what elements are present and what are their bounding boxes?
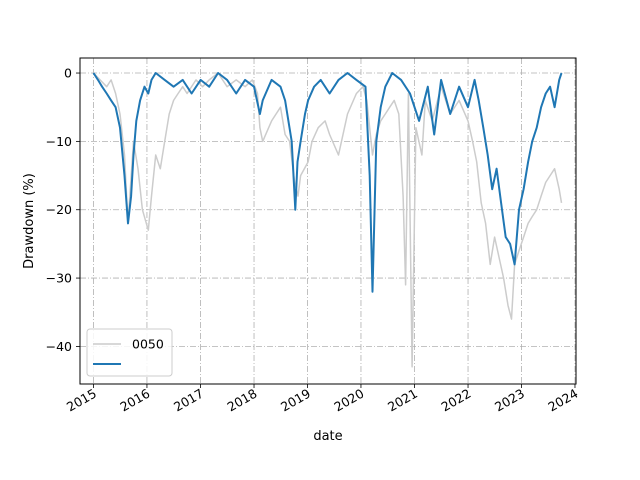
legend-label: 0050 (132, 337, 164, 352)
x-axis-label: date (313, 429, 342, 444)
y-axis-label: Drawdown (%) (22, 173, 37, 269)
series-line-0050 (92, 72, 563, 368)
x-tick-label: 2015 (64, 386, 99, 415)
x-tick-label: 2022 (438, 386, 473, 415)
x-tick-label: 2016 (117, 386, 152, 415)
x-tick-label: 2023 (492, 386, 527, 415)
x-tick-label: 2024 (545, 386, 580, 415)
x-tick-label: 2018 (224, 386, 259, 415)
series-lines (92, 72, 563, 368)
y-tick-label: −40 (46, 339, 72, 354)
series-line-strategy (92, 72, 563, 293)
x-tick-label: 2017 (171, 386, 206, 415)
y-tick-label: −20 (46, 202, 72, 217)
x-tick-label: 2021 (385, 386, 420, 415)
y-tick-label: 0 (64, 66, 72, 81)
y-tick-label: −30 (46, 271, 72, 286)
legend: 0050 (86, 328, 173, 377)
x-tick-label: 2019 (278, 386, 313, 415)
y-tick-label: −10 (46, 134, 72, 149)
x-tick-label: 2020 (331, 386, 366, 415)
plot-frame (79, 57, 577, 385)
